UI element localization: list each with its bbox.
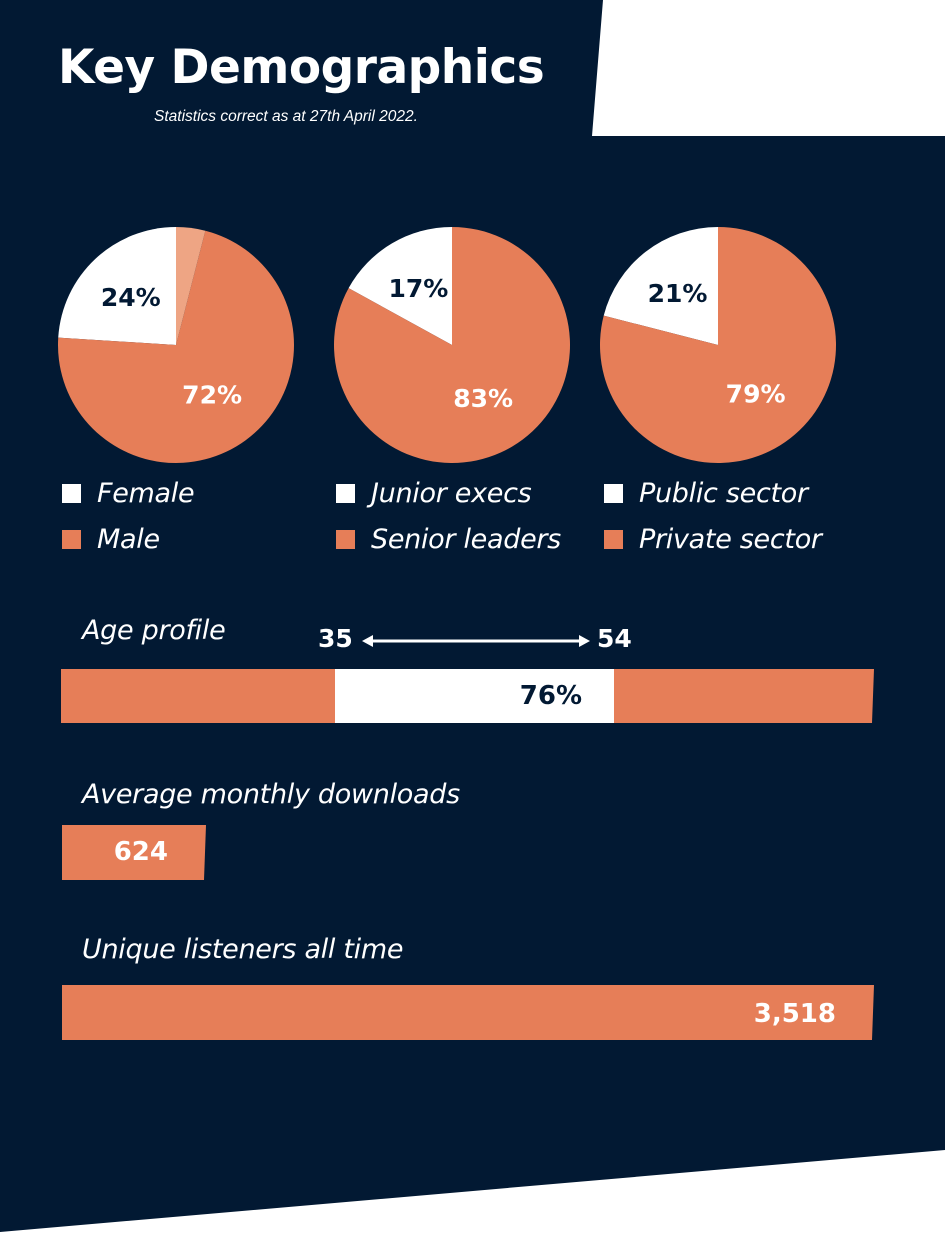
pie-chart-sector: 21% 79% xyxy=(598,225,838,465)
page-subtitle: Statistics correct as at 27th April 2022… xyxy=(154,108,418,125)
legend-label: Public sector xyxy=(639,477,808,509)
pie-slice-unlabeled xyxy=(176,227,206,345)
pie-slice-private-sector xyxy=(600,227,837,464)
pie-slice-senior-leaders xyxy=(334,227,571,463)
arrowhead-right xyxy=(579,635,590,647)
age-bar-highlight xyxy=(335,669,614,723)
legend-item-male: Male xyxy=(62,516,194,562)
legend-item-public-sector: Public sector xyxy=(604,470,822,516)
legend-item-female: Female xyxy=(62,470,195,516)
legend-swatch-orange xyxy=(604,529,623,549)
pie-label-junior-execs: 17% xyxy=(388,274,448,303)
age-profile-label: Age profile xyxy=(82,615,226,646)
range-arrow xyxy=(362,635,590,647)
legend-swatch-white xyxy=(62,483,81,503)
downloads-label: Average monthly downloads xyxy=(82,779,460,810)
legend-item-junior-execs: Junior execs xyxy=(336,470,561,516)
legend-seniority: Junior execs Senior leaders xyxy=(336,470,561,562)
legend-label: Senior leaders xyxy=(371,523,561,555)
age-bar-value-label: 76% xyxy=(520,681,582,711)
pie-slice-female xyxy=(58,227,177,345)
arrowhead-left xyxy=(362,635,373,647)
legend-swatch-white xyxy=(604,483,623,503)
listeners-value-label: 3,518 xyxy=(754,999,836,1029)
legend-gender: Female Male xyxy=(62,470,195,562)
pie-label-female: 24% xyxy=(101,283,161,312)
downloads-value-label: 624 xyxy=(114,837,168,867)
pie-chart-gender-svg: 24% 72% xyxy=(57,227,294,464)
pie-slice-public-sector xyxy=(603,227,718,345)
legend-label: Male xyxy=(97,523,160,555)
downloads-bar-fill xyxy=(62,825,206,880)
legend-sector: Public sector Private sector xyxy=(604,470,822,562)
listeners-bar: 3,518 xyxy=(62,985,874,1040)
age-range-start: 35 xyxy=(318,624,353,653)
legend-label: Female xyxy=(97,477,195,509)
legend-item-senior-leaders: Senior leaders xyxy=(336,516,561,562)
legend-label: Private sector xyxy=(639,523,822,555)
pie-chart-sector-svg: 21% 79% xyxy=(600,227,837,464)
pie-chart-seniority-svg: 17% 83% xyxy=(334,227,571,463)
pie-slice-junior-execs xyxy=(348,227,452,345)
pie-slice-male xyxy=(57,230,294,464)
listeners-label: Unique listeners all time xyxy=(82,934,404,965)
pie-label-male: 72% xyxy=(182,381,242,410)
age-range-end: 54 xyxy=(597,624,632,653)
page-title: Key Demographics xyxy=(58,40,545,95)
pie-label-private-sector: 79% xyxy=(726,380,786,409)
pie-chart-gender: 24% 72% xyxy=(56,225,296,465)
legend-swatch-white xyxy=(336,483,355,503)
legend-label: Junior execs xyxy=(371,477,532,509)
legend-item-private-sector: Private sector xyxy=(604,516,822,562)
pie-label-public-sector: 21% xyxy=(648,279,708,308)
listeners-bar-fill xyxy=(62,985,874,1040)
downloads-bar: 624 xyxy=(62,825,206,880)
legend-swatch-orange xyxy=(336,529,355,549)
pie-label-senior-leaders: 83% xyxy=(453,384,513,413)
legend-swatch-orange xyxy=(62,529,81,549)
age-profile-bar: 76% xyxy=(61,635,874,723)
pie-chart-seniority: 17% 83% xyxy=(332,225,572,465)
